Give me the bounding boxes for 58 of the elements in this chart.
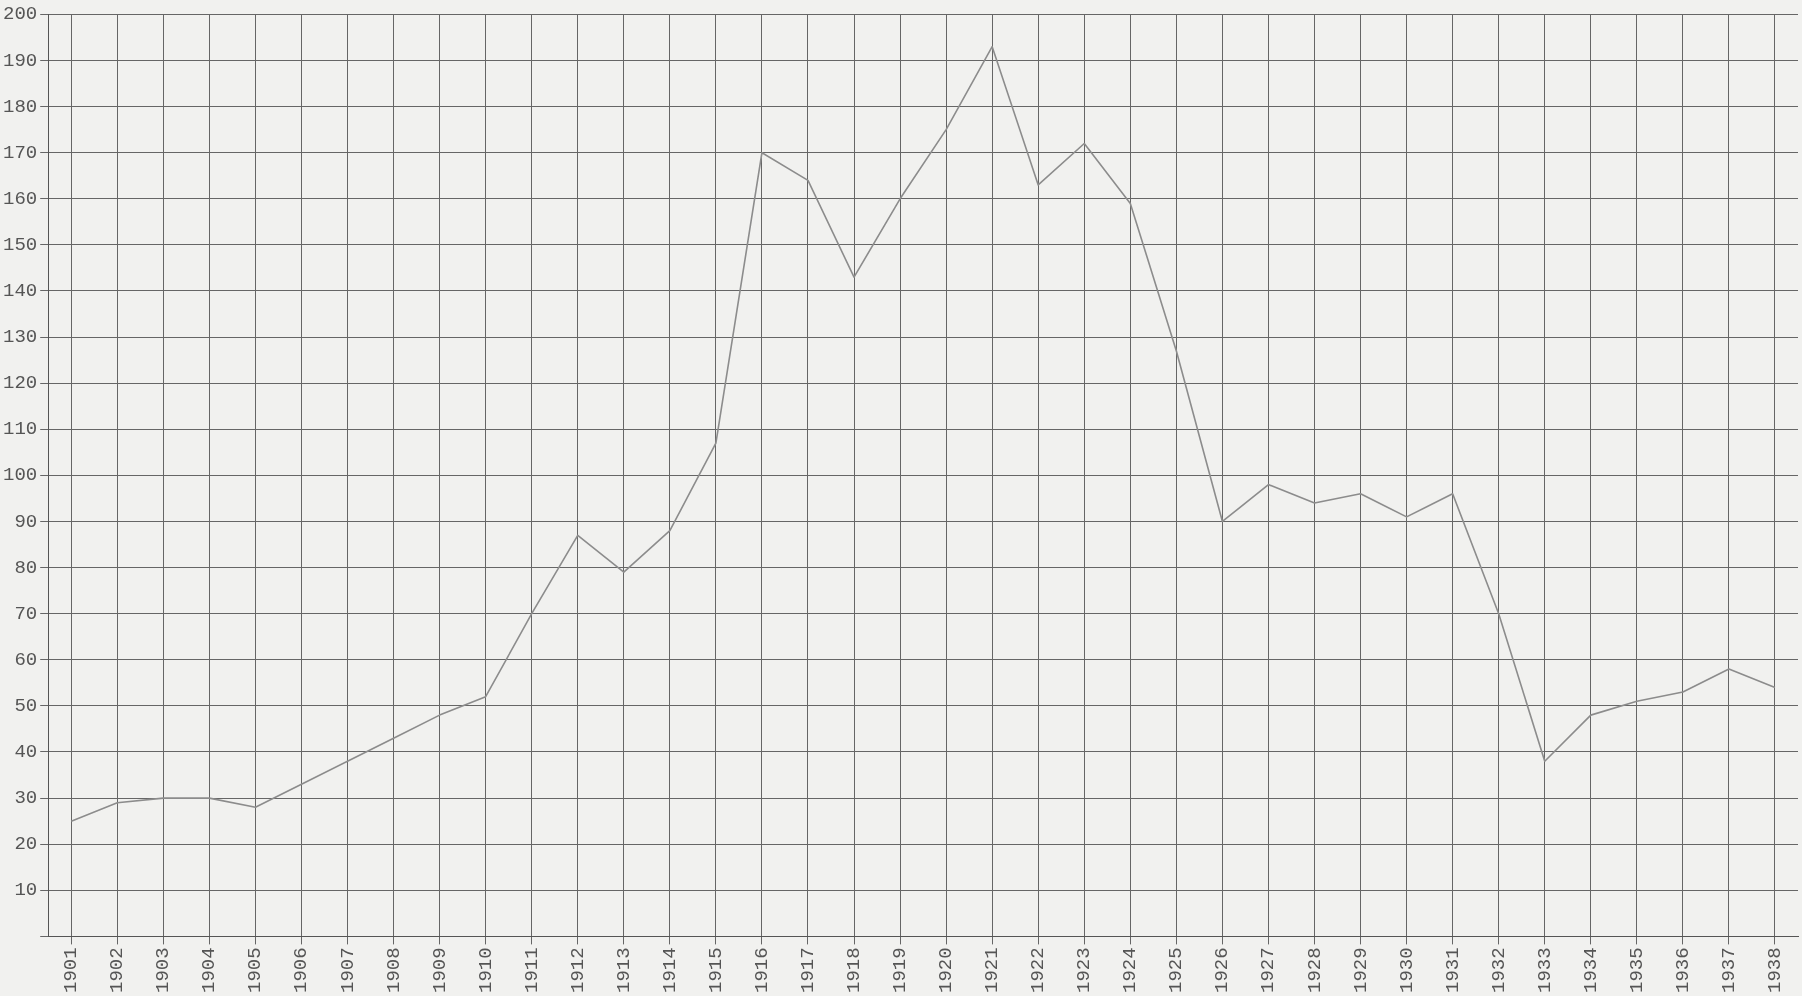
- x-tick-label: 1914: [658, 947, 681, 993]
- y-tick-label: 150: [2, 233, 38, 256]
- y-tick-label: 20: [14, 833, 38, 856]
- x-tick-label: 1923: [1073, 947, 1096, 993]
- y-tick-label: 120: [2, 372, 38, 395]
- y-tick-label: 40: [14, 741, 38, 764]
- x-tick-label: 1912: [566, 947, 589, 993]
- y-tick-label: 90: [14, 510, 38, 533]
- x-tick-label: 1919: [889, 947, 912, 993]
- y-tick-label: 200: [2, 3, 38, 26]
- x-tick-label: 1934: [1579, 947, 1602, 993]
- x-tick-label: 1927: [1257, 947, 1280, 993]
- x-tick-label: 1913: [612, 947, 635, 993]
- y-tick-label: 80: [14, 556, 38, 579]
- y-tick-label: 60: [14, 648, 38, 671]
- y-tick-label: 70: [14, 602, 38, 625]
- x-tick-label: 1902: [106, 947, 129, 993]
- y-tick-label: 10: [14, 879, 38, 902]
- x-tick-label: 1925: [1165, 947, 1188, 993]
- x-tick-label: 1911: [520, 947, 543, 993]
- x-tick-label: 1932: [1487, 947, 1510, 993]
- x-tick-label: 1906: [290, 947, 313, 993]
- x-tick-label: 1910: [474, 947, 497, 993]
- x-tick-label: 1905: [244, 947, 267, 993]
- x-tick-label: 1937: [1717, 947, 1740, 993]
- x-tick-label: 1908: [382, 947, 405, 993]
- y-tick-label: 160: [2, 187, 38, 210]
- x-tick-label: 1928: [1303, 947, 1326, 993]
- x-tick-label: 1901: [60, 947, 83, 993]
- x-tick-label: 1938: [1764, 947, 1787, 993]
- x-tick-label: 1926: [1211, 947, 1234, 993]
- x-tick-label: 1903: [152, 947, 175, 993]
- x-tick-label: 1922: [1027, 947, 1050, 993]
- y-tick-label: 30: [14, 787, 38, 810]
- y-tick-label: 190: [2, 49, 38, 72]
- x-tick-label: 1904: [198, 947, 221, 993]
- y-tick-label: 110: [2, 418, 38, 441]
- x-tick-label: 1924: [1119, 947, 1142, 993]
- x-tick-label: 1929: [1349, 947, 1372, 993]
- x-tick-label: 1918: [843, 947, 866, 993]
- x-tick-label: 1936: [1671, 947, 1694, 993]
- x-tick-label: 1931: [1441, 947, 1464, 993]
- x-tick-label: 1930: [1395, 947, 1418, 993]
- x-tick-label: 1907: [336, 947, 359, 993]
- y-tick-label: 140: [2, 280, 38, 303]
- y-tick-label: 50: [14, 694, 38, 717]
- x-tick-label: 1909: [428, 947, 451, 993]
- y-tick-label: 170: [2, 141, 38, 164]
- x-tick-label: 1933: [1533, 947, 1556, 993]
- x-tick-label: 1917: [797, 947, 820, 993]
- x-tick-label: 1916: [750, 947, 773, 993]
- y-tick-label: 180: [2, 95, 38, 118]
- x-tick-label: 1921: [981, 947, 1004, 993]
- x-tick-label: 1935: [1625, 947, 1648, 993]
- y-tick-label: 100: [2, 464, 38, 487]
- x-tick-label: 1920: [935, 947, 958, 993]
- y-tick-label: 130: [2, 326, 38, 349]
- x-tick-label: 1915: [704, 947, 727, 993]
